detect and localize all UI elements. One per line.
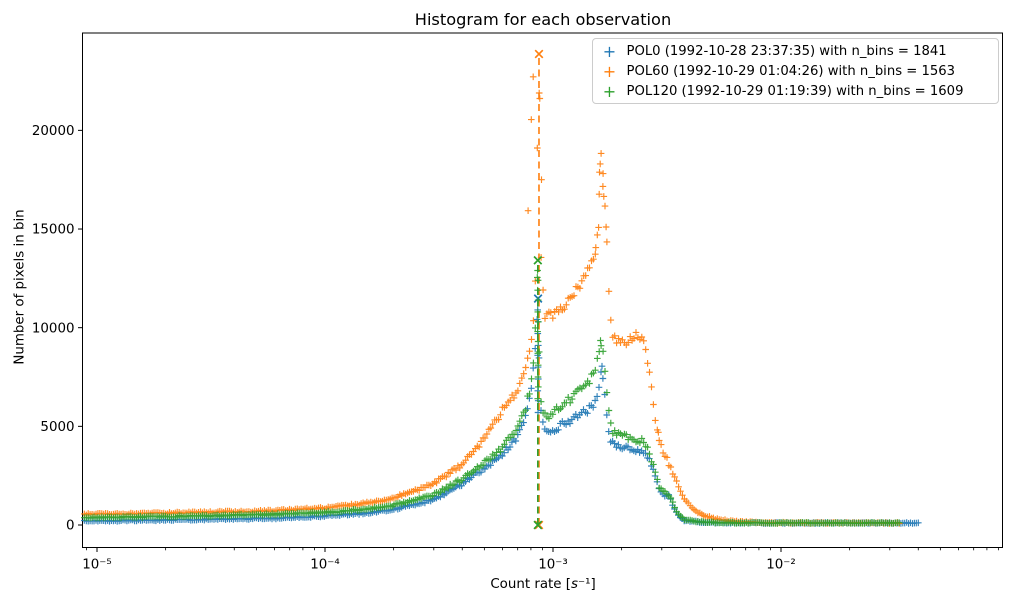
series-POL120	[81, 255, 903, 530]
plus-marker-icon: +	[602, 61, 617, 81]
legend-label: POL120 (1992-10-29 01:19:39) with n_bins…	[626, 84, 964, 99]
plus-marker-icon: +	[602, 81, 617, 101]
x-tick-label: 10⁻³	[538, 558, 567, 573]
y-tick-label: 10000	[32, 321, 75, 336]
x-axis-label-prefix: Count rate [	[490, 577, 572, 592]
legend-item-2: + POL120 (1992-10-29 01:19:39) with n_bin…	[593, 82, 998, 102]
legend-item-0: + POL0 (1992-10-28 23:37:35) with n_bins …	[593, 42, 998, 62]
y-tick-label: 20000	[32, 124, 75, 139]
x-axis-minor-ticks	[86, 547, 999, 551]
legend: + POL0 (1992-10-28 23:37:35) with n_bins …	[591, 37, 999, 104]
y-tick-label: 5000	[40, 420, 74, 435]
peak-x-marker-POL120	[533, 255, 543, 265]
peak-x-marker-POL60	[534, 49, 544, 59]
x-axis-label-suffix: ⁻¹]	[578, 577, 596, 592]
series-POL0	[81, 294, 922, 530]
series-markers-POL120	[81, 267, 903, 527]
x-tick-label: 10⁻²	[766, 558, 795, 573]
x-tick-label: 10⁻⁴	[310, 558, 339, 573]
x-axis-tick-labels: 10⁻⁵ 10⁻⁴ 10⁻³ 10⁻²	[82, 558, 795, 573]
peak-x-marker-POL120	[533, 520, 543, 530]
x-axis-label-unit: s	[571, 577, 579, 592]
x-tick-label: 10⁻⁵	[82, 558, 111, 573]
legend-label: POL0 (1992-10-28 23:37:35) with n_bins =…	[626, 44, 947, 59]
y-axis-tick-labels: 0 5000 10000 15000 20000	[32, 124, 75, 534]
legend-item-1: + POL60 (1992-10-29 01:04:26) with n_bins…	[593, 62, 998, 82]
x-axis-major-ticks	[96, 547, 782, 552]
legend-label: POL60 (1992-10-29 01:04:26) with n_bins …	[626, 64, 956, 79]
series-POL60	[81, 49, 903, 530]
y-tick-label: 15000	[32, 223, 75, 238]
y-tick-label: 0	[66, 519, 75, 534]
y-axis-ticks	[78, 129, 83, 526]
series-markers-POL0	[81, 306, 922, 527]
plus-marker-icon: +	[602, 41, 617, 61]
x-axis-label: Count rate [s⁻¹]	[83, 577, 1003, 592]
y-axis-label: Number of pixels in bin	[12, 209, 28, 365]
chart-title: Histogram for each observation	[414, 10, 672, 29]
